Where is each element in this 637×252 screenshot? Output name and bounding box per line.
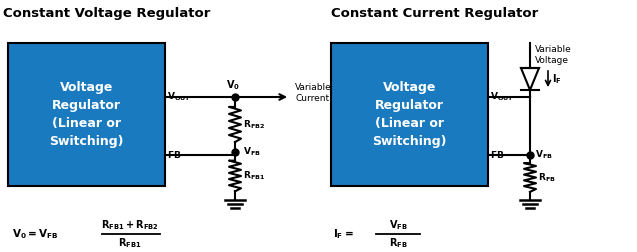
Text: $\mathbf{FB}$: $\mathbf{FB}$ bbox=[490, 149, 505, 161]
Text: $\mathbf{R_{FB}}$: $\mathbf{R_{FB}}$ bbox=[389, 236, 408, 250]
Text: $\mathbf{V_{FB}}$: $\mathbf{V_{FB}}$ bbox=[535, 149, 553, 161]
Text: Variable
Voltage: Variable Voltage bbox=[535, 45, 572, 65]
Text: Voltage
Regulator
(Linear or
Switching): Voltage Regulator (Linear or Switching) bbox=[372, 81, 447, 148]
Bar bbox=[8, 43, 165, 186]
Text: Variable
Current: Variable Current bbox=[295, 83, 332, 103]
Text: $\mathbf{R_{FB1}}$: $\mathbf{R_{FB1}}$ bbox=[118, 236, 142, 250]
Text: $\mathbf{V_0}$: $\mathbf{V_0}$ bbox=[226, 78, 240, 92]
Text: $\mathbf{V_{OUT}}$: $\mathbf{V_{OUT}}$ bbox=[490, 91, 514, 103]
Text: Constant Voltage Regulator: Constant Voltage Regulator bbox=[3, 8, 210, 20]
Bar bbox=[331, 43, 488, 186]
Text: $\mathbf{R_{FB}}$: $\mathbf{R_{FB}}$ bbox=[538, 171, 555, 184]
Text: Voltage
Regulator
(Linear or
Switching): Voltage Regulator (Linear or Switching) bbox=[49, 81, 124, 148]
Text: $\mathbf{V_{FB}}$: $\mathbf{V_{FB}}$ bbox=[389, 218, 408, 232]
Text: $\mathbf{V_{OUT}}$: $\mathbf{V_{OUT}}$ bbox=[167, 91, 191, 103]
Text: Constant Current Regulator: Constant Current Regulator bbox=[331, 8, 538, 20]
Text: $\mathbf{I_F =}$: $\mathbf{I_F =}$ bbox=[333, 227, 354, 241]
Text: $\mathbf{R_{FB2}}$: $\mathbf{R_{FB2}}$ bbox=[243, 118, 265, 131]
Text: $\mathbf{FB}$: $\mathbf{FB}$ bbox=[167, 149, 182, 161]
Text: $\mathbf{R_{FB1}+R_{FB2}}$: $\mathbf{R_{FB1}+R_{FB2}}$ bbox=[101, 218, 159, 232]
Text: $\mathbf{R_{FB1}}$: $\mathbf{R_{FB1}}$ bbox=[243, 170, 265, 182]
Text: $\mathbf{V_0 = V_{FB}}$: $\mathbf{V_0 = V_{FB}}$ bbox=[12, 227, 58, 241]
Text: $\mathbf{V_{FB}}$: $\mathbf{V_{FB}}$ bbox=[243, 146, 261, 158]
Text: $\mathbf{I_F}$: $\mathbf{I_F}$ bbox=[552, 72, 562, 86]
